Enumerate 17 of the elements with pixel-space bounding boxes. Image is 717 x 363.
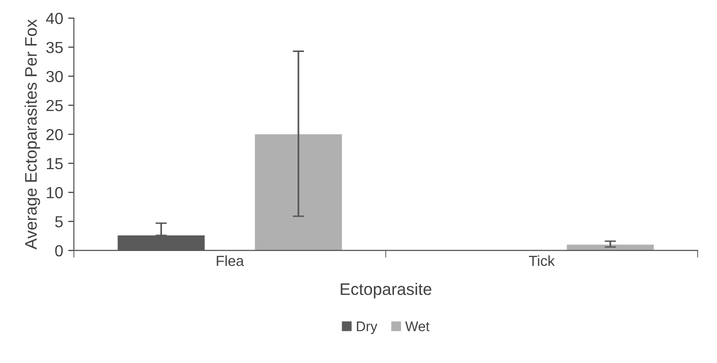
x-tick-label: Flea [216,255,244,266]
y-tick-label: 20 [46,128,63,140]
y-tick-label: 25 [46,100,63,112]
legend-label: Dry [356,322,378,334]
bar [254,134,342,250]
y-tick-label: 15 [46,158,63,170]
y-tick-label: 35 [46,42,63,54]
y-tick-label: 30 [46,70,63,82]
y-tick-label: 10 [46,187,63,198]
y-axis-title: Average Ectoparasites Per Fox [24,19,40,250]
y-tick-label: 5 [55,216,63,228]
legend-label: Wet [405,322,430,332]
y-tick-label: 40 [46,12,63,24]
y-tick-label: 0 [55,245,63,256]
x-tick-label: Tick [528,255,555,266]
x-axis-title: Ectoparasite [340,282,432,298]
bar [566,244,654,250]
